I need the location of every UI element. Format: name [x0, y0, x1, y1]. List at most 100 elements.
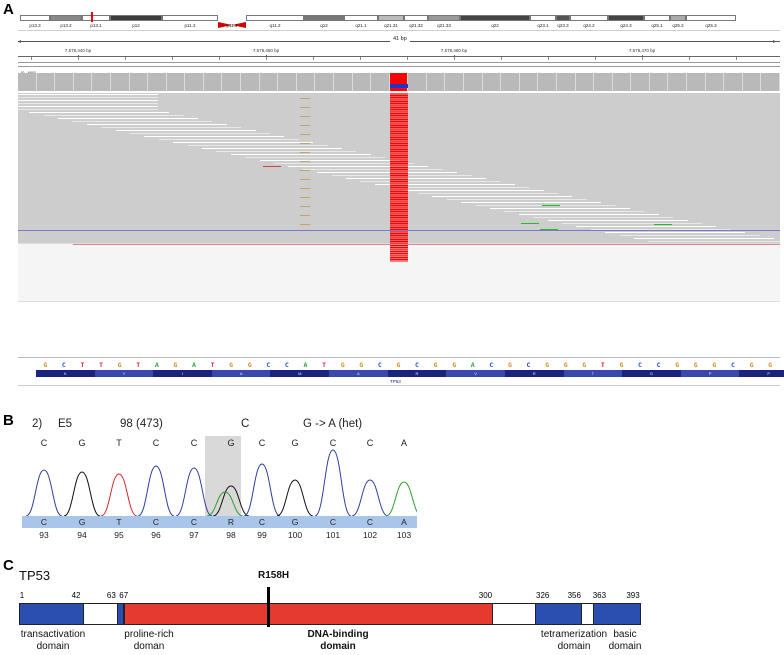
coverage-bar[interactable]: [445, 73, 465, 91]
sequence-base[interactable]: G: [675, 361, 680, 369]
coverage-bar[interactable]: [259, 73, 279, 91]
sequence-base[interactable]: G: [563, 361, 568, 369]
sequence-base[interactable]: G: [43, 361, 48, 369]
coverage-bar[interactable]: [278, 73, 297, 91]
codon[interactable]: [387, 370, 447, 377]
coverage-bar[interactable]: [687, 73, 706, 91]
coverage-bar[interactable]: [761, 73, 780, 91]
codon[interactable]: [504, 370, 564, 377]
codon[interactable]: [622, 370, 681, 377]
codon[interactable]: [446, 370, 505, 377]
sequence-base[interactable]: C: [638, 361, 642, 369]
coverage-bar[interactable]: [371, 73, 390, 91]
sequence-base[interactable]: A: [470, 361, 475, 369]
cytoband[interactable]: [428, 15, 460, 21]
coverage-bar[interactable]: [296, 73, 316, 91]
cytoband[interactable]: [556, 15, 570, 21]
sequence-base[interactable]: T: [210, 361, 215, 369]
sequence-base[interactable]: G: [396, 361, 401, 369]
sequence-base[interactable]: G: [545, 361, 550, 369]
sequence-base[interactable]: G: [619, 361, 624, 369]
coverage-bar[interactable]: [129, 73, 149, 91]
sequence-base[interactable]: C: [377, 361, 382, 369]
sequence-base[interactable]: G: [507, 361, 512, 369]
cytoband[interactable]: [50, 15, 82, 21]
coverage-bar[interactable]: [222, 73, 242, 91]
sequence-base[interactable]: G: [749, 361, 754, 369]
codon[interactable]: [270, 370, 330, 377]
sequence-base[interactable]: C: [61, 361, 66, 369]
coverage-bar[interactable]: [464, 73, 483, 91]
sequence-base[interactable]: G: [117, 361, 122, 369]
sequence-base[interactable]: C: [266, 361, 271, 369]
coverage-bar[interactable]: [333, 73, 353, 91]
sequence-base[interactable]: T: [322, 361, 327, 369]
alignment-track[interactable]: [18, 93, 780, 301]
coverage-bar[interactable]: [36, 73, 56, 91]
chromosome-ideogram[interactable]: p13.3 p13.2 p13.1 p12 p11.2 p11.1 q11.2 q12 q21.…: [18, 12, 780, 28]
coverage-bar[interactable]: [352, 73, 372, 91]
cytoband[interactable]: [644, 15, 670, 21]
coverage-bar[interactable]: [148, 73, 167, 91]
sequence-base[interactable]: G: [712, 361, 717, 369]
cytoband[interactable]: [82, 15, 110, 21]
sequence-base[interactable]: T: [136, 361, 141, 369]
sequence-base[interactable]: T: [80, 361, 85, 369]
coverage-bar[interactable]: [556, 73, 576, 91]
sequence-base[interactable]: C: [526, 361, 531, 369]
sequence-base[interactable]: C: [730, 361, 735, 369]
coverage-bar[interactable]: [742, 73, 762, 91]
cytoband[interactable]: [530, 15, 556, 21]
sequence-base[interactable]: G: [582, 361, 587, 369]
coverage-bar[interactable]: [203, 73, 223, 91]
codon[interactable]: [563, 370, 623, 377]
chromatogram[interactable]: [22, 440, 417, 520]
sequence-base[interactable]: A: [154, 361, 159, 369]
cytoband[interactable]: [304, 15, 344, 21]
codon[interactable]: [94, 370, 154, 377]
cytoband[interactable]: [20, 15, 50, 21]
codon[interactable]: [329, 370, 388, 377]
sequence-base[interactable]: C: [656, 361, 661, 369]
cytoband[interactable]: [404, 15, 428, 21]
sequence-base[interactable]: G: [359, 361, 364, 369]
coverage-bar[interactable]: [594, 73, 613, 91]
coverage-bar[interactable]: [185, 73, 204, 91]
coverage-bar[interactable]: [501, 73, 520, 91]
cytoband[interactable]: [246, 15, 304, 21]
coverage-bar[interactable]: [612, 73, 632, 91]
cytoband[interactable]: [460, 15, 530, 21]
coverage-bar[interactable]: [18, 73, 37, 91]
sequence-base[interactable]: G: [452, 361, 457, 369]
gene-label[interactable]: TP53: [390, 379, 401, 384]
coverage-bar[interactable]: [538, 73, 557, 91]
sequence-base[interactable]: A: [303, 361, 308, 369]
codon[interactable]: [211, 370, 271, 377]
sequence-base[interactable]: T: [99, 361, 103, 369]
cytoband[interactable]: [162, 15, 218, 21]
codon[interactable]: [680, 370, 740, 377]
cytoband[interactable]: [686, 15, 736, 21]
coverage-bar[interactable]: [631, 73, 650, 91]
coverage-bar[interactable]: [519, 73, 539, 91]
coverage-bar[interactable]: [73, 73, 93, 91]
sequence-base[interactable]: G: [780, 361, 784, 369]
coverage-bar[interactable]: [705, 73, 725, 91]
sequence-base[interactable]: A: [192, 361, 196, 369]
sequence-base[interactable]: G: [247, 361, 252, 369]
sequence-base[interactable]: G: [768, 361, 773, 369]
coverage-bar[interactable]: [92, 73, 111, 91]
coverage-bar[interactable]: [575, 73, 595, 91]
codon[interactable]: [739, 370, 784, 377]
sequence-base[interactable]: T: [600, 361, 605, 369]
sequence-base[interactable]: C: [489, 361, 494, 369]
codon[interactable]: [36, 370, 95, 377]
cytoband[interactable]: [608, 15, 644, 21]
sequence-base[interactable]: G: [433, 361, 438, 369]
coverage-bar[interactable]: [649, 73, 669, 91]
cytoband[interactable]: [670, 15, 686, 21]
coverage-bar[interactable]: [724, 73, 743, 91]
coverage-bar[interactable]: [241, 73, 260, 91]
coverage-bar[interactable]: [389, 73, 409, 91]
coverage-bar[interactable]: [315, 73, 334, 91]
